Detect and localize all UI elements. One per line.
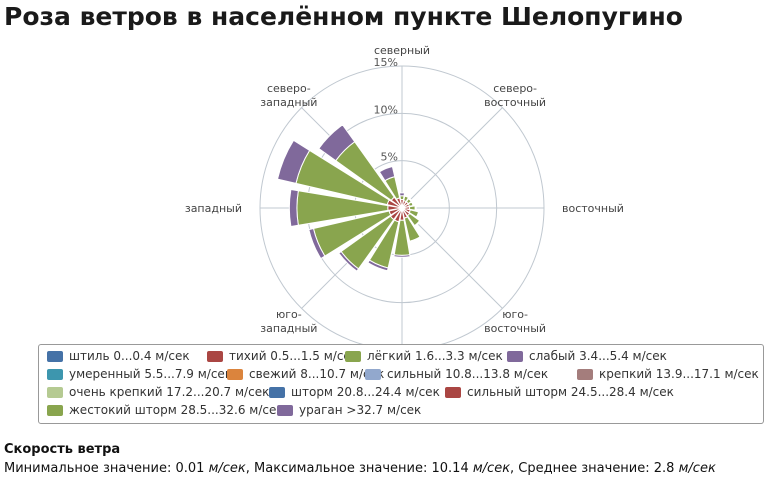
wind-rose-chart: 5% 10% 15%северный северо-восточный восточны…: [185, 44, 624, 345]
radial-tick-label: 5%: [381, 151, 398, 164]
min-label: Минимальное значение:: [4, 461, 172, 476]
wind-bar-ne-series-3[interactable]: [407, 197, 413, 203]
wind-bar-ese-series-3[interactable]: [415, 211, 421, 219]
wind-bar-nnw-series-3[interactable]: [378, 165, 396, 182]
legend-item[interactable]: лёгкий 1.6...3.3 м/сек: [345, 349, 503, 363]
legend-swatch: [365, 368, 381, 380]
wind-bars: [276, 124, 422, 272]
legend-item[interactable]: тихий 0.5...1.5 м/сек: [207, 349, 358, 363]
legend-item[interactable]: слабый 3.4...5.4 м/сек: [507, 349, 667, 363]
grid-spoke: [401, 207, 503, 309]
wind-bar-n-series-2[interactable]: [399, 195, 405, 201]
legend-label: умеренный 5.5...7.9 м/сек: [69, 367, 233, 381]
legend-label: сильный шторм 24.5...28.4 м/сек: [467, 385, 674, 399]
legend-label: крепкий 13.9...17.1 м/сек: [599, 367, 759, 381]
avg-value: 2.8: [653, 461, 675, 476]
legend-label: штиль 0...0.4 м/сек: [69, 349, 190, 363]
wind-bar-sse-series-3[interactable]: [409, 236, 422, 243]
grid-spoke: [401, 107, 503, 209]
legend-item[interactable]: очень крепкий 17.2...20.7 м/сек: [47, 385, 269, 399]
legend-label: сильный 10.8...13.8 м/сек: [387, 367, 549, 381]
wind-bar-wsw-series-3[interactable]: [308, 227, 326, 260]
legend-swatch: [507, 350, 523, 362]
legend-swatch: [345, 350, 361, 362]
legend-item[interactable]: свежий 8...10.7 м/сек: [227, 367, 384, 381]
legend-item[interactable]: сильный шторм 24.5...28.4 м/сек: [445, 385, 674, 399]
legend-label: лёгкий 1.6...3.3 м/сек: [367, 349, 503, 363]
radial-tick-label: 10%: [374, 103, 398, 116]
legend-label: шторм 20.8...24.4 м/сек: [291, 385, 440, 399]
wind-bar-ssw-series-3[interactable]: [367, 259, 389, 272]
legend-label: тихий 0.5...1.5 м/сек: [229, 349, 359, 363]
avg-unit: м/сек: [678, 461, 716, 476]
page-title: Роза ветров в населённом пункте Шелопуги…: [4, 2, 683, 31]
legend-item[interactable]: крепкий 13.9...17.1 м/сек: [577, 367, 759, 381]
max-unit: м/сек: [472, 461, 511, 476]
direction-label-ne: северо-восточный: [484, 82, 546, 109]
radial-tick-label: 15%: [374, 56, 398, 69]
legend-item[interactable]: штиль 0...0.4 м/сек: [47, 349, 190, 363]
direction-label-nw: северо-западный: [260, 82, 317, 109]
max-label: , Максимальное значение:: [245, 461, 428, 476]
direction-label-w: западный: [185, 202, 242, 215]
legend-label: жестокий шторм 28.5...32.6 м/сек: [69, 403, 284, 417]
wind-bar-se-series-3[interactable]: [413, 219, 422, 228]
wind-bar-nw-series-3[interactable]: [318, 124, 356, 162]
legend-swatch: [577, 368, 593, 380]
legend-swatch: [47, 404, 63, 416]
legend-swatch: [207, 350, 223, 362]
legend-item[interactable]: жестокий шторм 28.5...32.6 м/сек: [47, 403, 284, 417]
max-value: 10.14: [431, 461, 469, 476]
direction-label-se: юго-восточный: [484, 308, 546, 335]
legend-item[interactable]: шторм 20.8...24.4 м/сек: [269, 385, 440, 399]
legend-swatch: [445, 386, 461, 398]
legend-label: слабый 3.4...5.4 м/сек: [529, 349, 667, 363]
min-unit: м/сек: [208, 461, 246, 476]
wind-bar-n-series-3[interactable]: [398, 192, 406, 197]
direction-label-sw: юго-западный: [260, 308, 317, 335]
legend: штиль 0...0.4 м/сек тихий 0.5...1.5 м/сек…: [38, 344, 764, 424]
legend-item[interactable]: сильный 10.8...13.8 м/сек: [365, 367, 548, 381]
legend-swatch: [269, 386, 285, 398]
min-value: 0.01: [175, 461, 205, 476]
legend-label: ураган >32.7 м/сек: [299, 403, 422, 417]
wind-bar-nne-series-3[interactable]: [404, 194, 410, 199]
axis-labels: 5% 10% 15%северный северо-восточный восточны…: [185, 44, 624, 335]
wind-speed-heading: Скорость ветра: [4, 442, 121, 457]
wind-bar-s-series-3[interactable]: [393, 254, 411, 258]
legend-swatch: [47, 350, 63, 362]
wind-bar-ene-series-3[interactable]: [410, 200, 415, 207]
legend-item[interactable]: умеренный 5.5...7.9 м/сек: [47, 367, 232, 381]
direction-label-n: северный: [374, 44, 430, 57]
legend-swatch: [277, 404, 293, 416]
avg-label: , Среднее значение:: [510, 461, 650, 476]
legend-swatch: [47, 386, 63, 398]
legend-item[interactable]: ураган >32.7 м/сек: [277, 403, 421, 417]
legend-label: свежий 8...10.7 м/сек: [249, 367, 385, 381]
direction-label-e: восточный: [562, 202, 624, 215]
wind-speed-stats: Минимальное значение: 0.01 м/сек, Максим…: [4, 461, 716, 476]
wind-bar-sw-series-3[interactable]: [338, 250, 360, 272]
wind-bar-e-series-3[interactable]: [414, 205, 417, 211]
wind-bar-w-series-3[interactable]: [288, 188, 299, 228]
legend-swatch: [47, 368, 63, 380]
legend-label: очень крепкий 17.2...20.7 м/сек: [69, 385, 270, 399]
legend-swatch: [227, 368, 243, 380]
wind-bar-wnw-series-3[interactable]: [276, 139, 311, 185]
